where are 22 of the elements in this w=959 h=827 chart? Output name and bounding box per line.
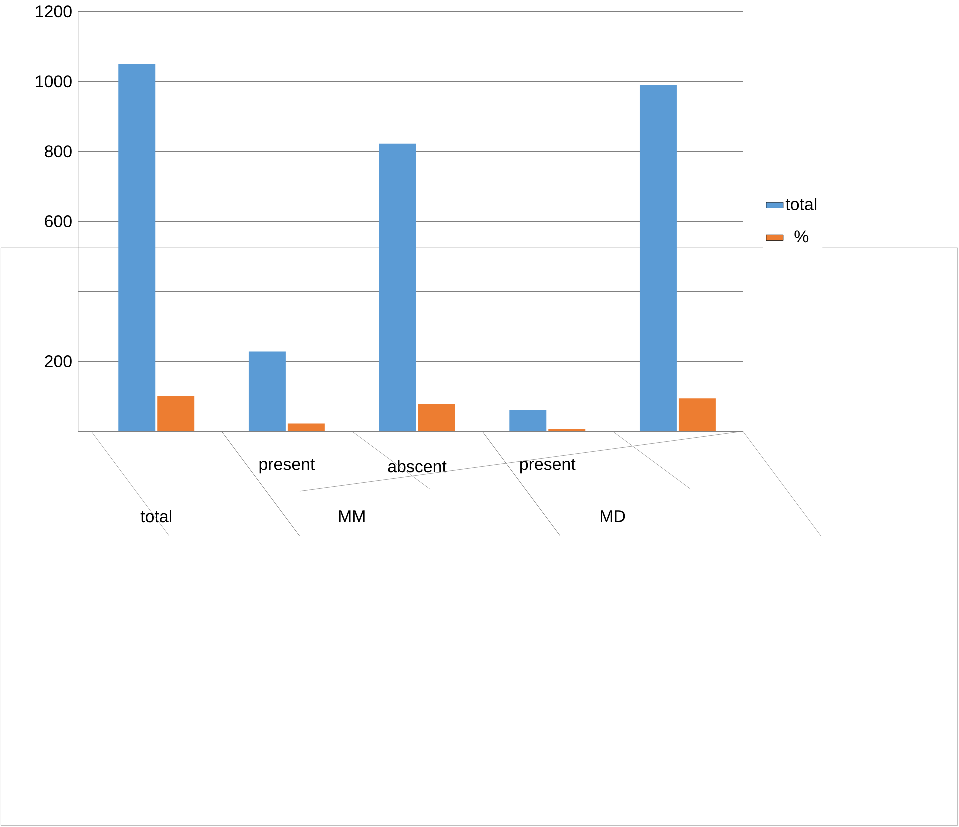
y-tick-label: 600 xyxy=(45,216,72,228)
x-tick-label: present xyxy=(260,459,316,474)
y-tick-label: 200 xyxy=(45,355,72,368)
bar xyxy=(379,144,416,432)
text: MD xyxy=(601,510,626,522)
text: total xyxy=(140,510,172,523)
x-tick-label: present xyxy=(520,459,576,474)
legend-label: % xyxy=(794,230,809,243)
bar xyxy=(248,352,286,432)
bar xyxy=(678,398,716,432)
bar xyxy=(158,396,195,432)
bar xyxy=(118,64,156,432)
y-tick-label: 800 xyxy=(45,146,72,158)
y-tick-label: 1200 xyxy=(36,6,72,18)
bar xyxy=(640,85,677,432)
bar xyxy=(288,424,325,432)
bar xyxy=(418,404,456,432)
x-tick-label: abscent xyxy=(388,460,447,473)
legend-label: total xyxy=(786,198,817,210)
text: MM xyxy=(339,510,365,522)
bar xyxy=(510,410,547,432)
y-tick-label: 1000 xyxy=(36,76,72,88)
